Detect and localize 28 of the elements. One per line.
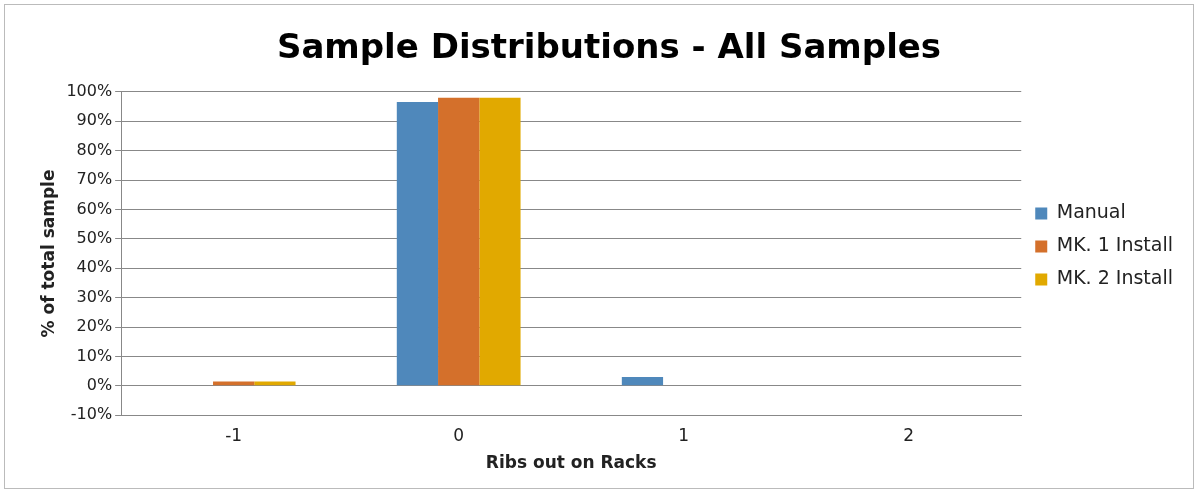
y-tick-label: -10% — [70, 404, 113, 424]
y-tick-label: 20% — [76, 316, 113, 336]
bar — [213, 381, 255, 386]
bar — [621, 376, 664, 386]
y-tick-label: 50% — [76, 227, 113, 247]
x-tick-label: 2 — [903, 424, 915, 445]
y-tick-label: 10% — [76, 345, 113, 365]
legend-label: Manual — [1056, 200, 1126, 223]
y-tick-label: 70% — [76, 169, 113, 189]
x-tick-label: 1 — [678, 424, 690, 445]
legend-label: MK. 2 Install — [1056, 266, 1174, 289]
y-tick-label: 60% — [76, 198, 113, 218]
bar — [438, 97, 480, 386]
x-axis-title: Ribs out on Racks — [485, 452, 657, 473]
y-tick-label: 80% — [76, 139, 113, 159]
x-tick-label: -1 — [225, 424, 243, 445]
chart-title: Sample Distributions - All Samples — [276, 26, 942, 67]
y-tick-label: 30% — [76, 286, 113, 306]
y-tick-label: 90% — [76, 110, 113, 130]
y-axis-title: % of total sample — [37, 169, 58, 338]
x-tick-label: 0 — [453, 424, 465, 445]
bar — [396, 102, 439, 386]
legend-label: MK. 1 Install — [1056, 233, 1174, 256]
y-tick-label: 100% — [66, 80, 113, 100]
y-tick-label: 40% — [76, 257, 113, 277]
bar — [254, 381, 296, 386]
bar — [479, 97, 521, 386]
y-tick-label: 0% — [86, 374, 113, 394]
